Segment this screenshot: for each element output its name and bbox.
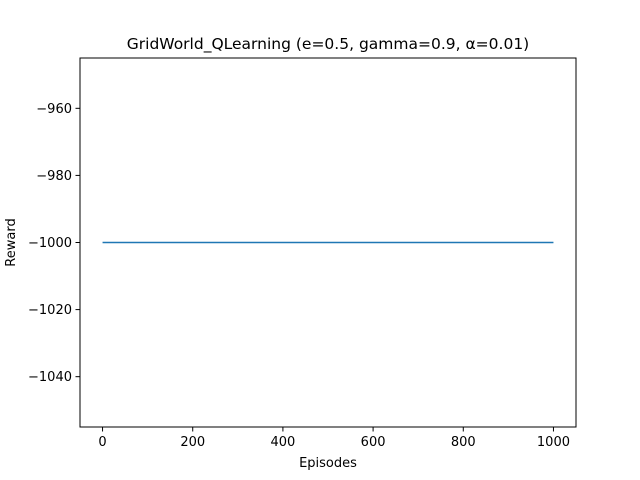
x-tick-label: 0 [98,435,106,450]
y-tick-label: −1040 [28,370,72,385]
x-tick-label: 800 [451,435,476,450]
x-axis-label: Episodes [299,456,357,471]
chart-title: GridWorld_QLearning (e=0.5, gamma=0.9, α… [127,35,529,54]
y-axis-label: Reward [4,218,19,266]
y-tick-label: −1000 [28,236,72,251]
x-axis: 0 200 400 600 800 1000 [98,427,570,450]
x-tick-label: 1000 [537,435,570,450]
x-tick-label: 600 [361,435,386,450]
x-tick-label: 400 [270,435,295,450]
x-tick-label: 200 [180,435,205,450]
y-tick-label: −980 [36,169,72,184]
y-tick-label: −1020 [28,303,72,318]
y-axis: −960 −980 −1000 −1020 −1040 [28,102,80,385]
y-tick-label: −960 [36,102,72,117]
